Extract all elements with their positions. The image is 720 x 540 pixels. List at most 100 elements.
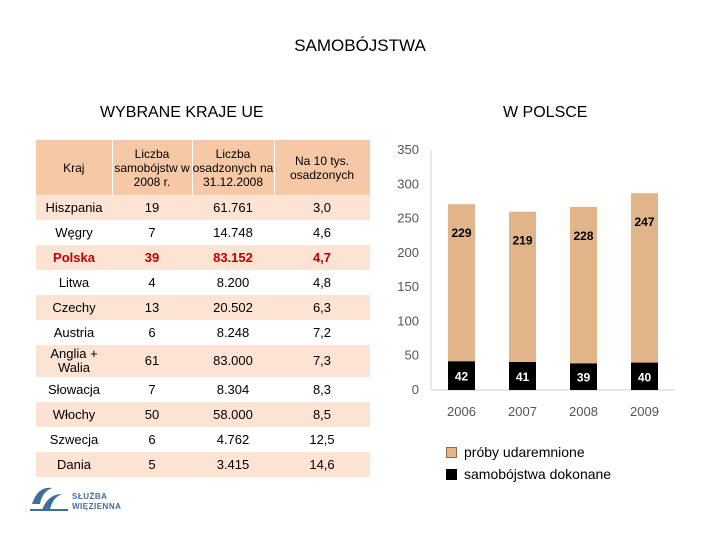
bar-attempts — [509, 211, 536, 362]
y-tick-label: 300 — [397, 176, 419, 191]
cell-per-10k: 6,3 — [274, 295, 370, 320]
logo-text-line1: SŁUŻBA — [72, 492, 108, 501]
cell-inmates: 14.748 — [192, 220, 274, 245]
cell-per-10k: 4,8 — [274, 270, 370, 295]
cell-per-10k: 7,3 — [274, 345, 370, 377]
data-label-attempts: 229 — [451, 226, 471, 240]
cell-country: Litwa — [36, 270, 112, 295]
x-tick-label: 2009 — [630, 404, 659, 419]
cell-per-10k: 8,3 — [274, 377, 370, 402]
cell-suicides: 7 — [112, 220, 192, 245]
cell-suicides: 50 — [112, 402, 192, 427]
cell-suicides: 61 — [112, 345, 192, 377]
bar-suicides — [570, 363, 597, 390]
bar-attempts — [631, 193, 658, 363]
header-per-10k: Na 10 tys. osadzonych — [274, 140, 371, 195]
cell-suicides: 6 — [112, 320, 192, 345]
cell-suicides: 6 — [112, 427, 192, 452]
cell-country: Anglia + Walia — [36, 345, 112, 377]
cell-country: Polska — [36, 245, 112, 270]
x-tick-label: 2008 — [569, 404, 598, 419]
x-tick-label: 2006 — [447, 404, 476, 419]
table-row: Szwecja 6 4.762 12,5 — [36, 427, 370, 452]
table-row: Węgry 7 14.748 4,6 — [36, 220, 370, 245]
table-row: Hiszpania 19 61.761 3,0 — [36, 195, 370, 220]
cell-country: Słowacja — [36, 377, 112, 402]
bar-suicides — [631, 362, 658, 390]
cell-country: Węgry — [36, 220, 112, 245]
cell-per-10k: 8,5 — [274, 402, 370, 427]
legend-item-attempts: próby udaremnione — [446, 441, 611, 463]
table-row: Polska 39 83.152 4,7 — [36, 245, 370, 270]
legend-swatch-suicides — [446, 468, 457, 480]
legend-label-attempts: próby udaremnione — [464, 444, 585, 460]
y-tick-label: 250 — [397, 211, 419, 226]
data-label-attempts: 228 — [573, 229, 593, 243]
cell-inmates: 4.762 — [192, 427, 274, 452]
y-tick-label: 150 — [397, 279, 419, 294]
cell-per-10k: 4,7 — [274, 245, 370, 270]
cell-suicides: 19 — [112, 195, 192, 220]
cell-suicides: 4 — [112, 270, 192, 295]
table-row: Słowacja 7 8.304 8,3 — [36, 377, 370, 402]
cell-inmates: 20.502 — [192, 295, 274, 320]
y-tick-label: 100 — [397, 313, 419, 328]
cell-country: Czechy — [36, 295, 112, 320]
table-body: Hiszpania 19 61.761 3,0 Węgry 7 14.748 4,6 Polsk… — [36, 195, 370, 477]
table-header: Kraj Liczba samobójstw w 2008 r. Liczba … — [36, 140, 371, 195]
bar-suicides — [448, 361, 475, 390]
table-row: Litwa 4 8.200 4,8 — [36, 270, 370, 295]
cell-suicides: 7 — [112, 377, 192, 402]
cell-suicides: 39 — [112, 245, 192, 270]
cell-inmates: 61.761 — [192, 195, 274, 220]
header-country: Kraj — [36, 140, 113, 195]
bar-suicides — [509, 361, 536, 390]
cell-per-10k: 14,6 — [274, 452, 370, 477]
table-row: Dania 5 3.415 14,6 — [36, 452, 370, 477]
subtitle-eu-countries: WYBRANE KRAJE UE — [100, 104, 264, 121]
y-tick-label: 200 — [397, 245, 419, 260]
legend-swatch-attempts — [446, 446, 457, 458]
cell-country: Szwecja — [36, 427, 112, 452]
cell-inmates: 58.000 — [192, 402, 274, 427]
y-tick-label: 350 — [397, 142, 419, 157]
poland-stacked-bar-chart: 0 50 100 150 200 250 300 350 42 229 2006 41 219 2007 3… — [397, 142, 675, 419]
cell-country: Dania — [36, 452, 112, 477]
sluzba-wiezienna-logo: SŁUŻBA WIĘZIENNA — [28, 480, 138, 520]
data-label-attempts: 247 — [634, 215, 654, 229]
cell-per-10k: 4,6 — [274, 220, 370, 245]
legend-item-suicides: samobójstwa dokonane — [446, 463, 611, 485]
cell-per-10k: 12,5 — [274, 427, 370, 452]
cell-inmates: 8.248 — [192, 320, 274, 345]
bar-attempts — [570, 206, 597, 364]
cell-per-10k: 7,2 — [274, 320, 370, 345]
x-tick-label: 2007 — [508, 404, 537, 419]
cell-inmates: 83.000 — [192, 345, 274, 377]
cell-suicides: 5 — [112, 452, 192, 477]
cell-inmates: 8.200 — [192, 270, 274, 295]
data-label-suicides: 41 — [516, 370, 530, 384]
legend-label-suicides: samobójstwa dokonane — [464, 466, 612, 482]
data-label-suicides: 40 — [638, 370, 652, 384]
table-row: Czechy 13 20.502 6,3 — [36, 295, 370, 320]
countries-table: Kraj Liczba samobójstw w 2008 r. Liczba … — [36, 140, 371, 477]
header-inmates: Liczba osadzonych na 31.12.2008 — [192, 140, 275, 195]
table-row: Austria 6 8.248 7,2 — [36, 320, 370, 345]
data-label-suicides: 42 — [455, 370, 469, 384]
data-label-suicides: 39 — [577, 371, 591, 385]
cell-country: Hiszpania — [36, 195, 112, 220]
logo-text-line2: WIĘZIENNA — [72, 502, 122, 511]
data-label-attempts: 219 — [512, 234, 532, 248]
header-suicides: Liczba samobójstw w 2008 r. — [112, 140, 193, 195]
table-row: Włochy 50 58.000 8,5 — [36, 402, 370, 427]
page-title: SAMOBÓJSTWA — [294, 36, 426, 55]
subtitle-poland: W POLSCE — [503, 104, 588, 121]
bar-attempts — [448, 204, 475, 362]
logo-emblem-icon — [30, 487, 68, 511]
y-tick-label: 0 — [412, 382, 419, 397]
cell-inmates: 83.152 — [192, 245, 274, 270]
table-row: Anglia + Walia 61 83.000 7,3 — [36, 345, 370, 377]
cell-country: Włochy — [36, 402, 112, 427]
y-tick-label: 50 — [405, 348, 419, 363]
cell-country: Austria — [36, 320, 112, 345]
